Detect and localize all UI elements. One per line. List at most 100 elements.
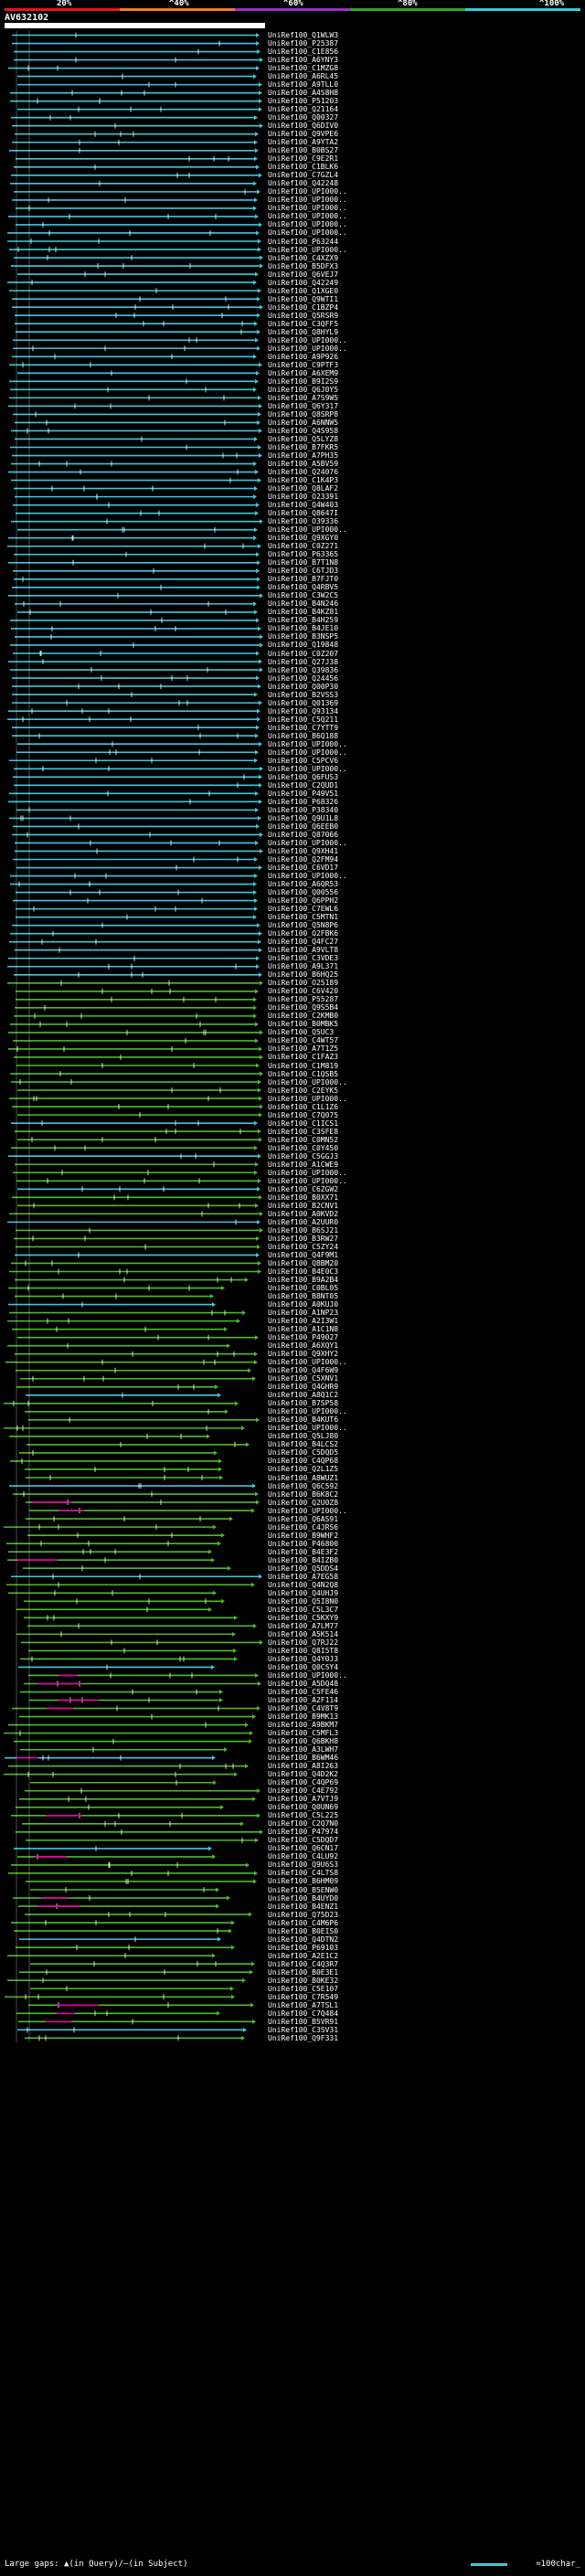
hit-label[interactable]: UniRef100_A2E1C2 bbox=[268, 1951, 339, 1960]
hit-label[interactable]: UniRef100_O25189 bbox=[268, 979, 339, 988]
hit-label[interactable]: UniRef100_UPI000.. bbox=[268, 872, 347, 881]
hit-label[interactable]: UniRef100_A6XEM9 bbox=[268, 368, 339, 377]
hit-label[interactable]: UniRef100_Q8I5T8 bbox=[268, 1646, 339, 1655]
hit-label[interactable]: UniRef100_B9WHF2 bbox=[268, 1531, 339, 1540]
hit-label[interactable]: UniRef100_C5GGJ3 bbox=[268, 1151, 339, 1161]
hit-label[interactable]: UniRef100_Q4F9M1 bbox=[268, 1250, 339, 1259]
hit-label[interactable]: UniRef100_Q4D2K2 bbox=[268, 1770, 339, 1779]
hit-label[interactable]: UniRef100_C1K4P3 bbox=[268, 476, 339, 485]
hit-label[interactable]: UniRef100_P69103 bbox=[268, 1943, 339, 1952]
hit-label[interactable]: UniRef100_A5BV59 bbox=[268, 460, 339, 469]
hit-label[interactable]: UniRef100_P51203 bbox=[268, 97, 339, 106]
hit-label[interactable]: UniRef100_Q4GHR9 bbox=[268, 1383, 339, 1392]
hit-label[interactable]: UniRef100_B2VSS3 bbox=[268, 690, 339, 699]
hit-label[interactable]: UniRef100_B4E3F2 bbox=[268, 1547, 339, 1556]
hit-label[interactable]: UniRef100_B6SJ21 bbox=[268, 1225, 339, 1235]
hit-label[interactable]: UniRef100_Q00327 bbox=[268, 113, 339, 122]
hit-label[interactable]: UniRef100_A1CWE9 bbox=[268, 1160, 339, 1169]
hit-label[interactable]: UniRef100_Q4F6W9 bbox=[268, 1366, 339, 1375]
hit-label[interactable]: UniRef100_C0Z271 bbox=[268, 542, 339, 551]
hit-label[interactable]: UniRef100_C4QP68 bbox=[268, 1457, 339, 1466]
hit-label[interactable]: UniRef100_Q6PPH2 bbox=[268, 896, 339, 906]
hit-label[interactable]: UniRef100_Q01369 bbox=[268, 698, 339, 707]
hit-label[interactable]: UniRef100_Q2FBK6 bbox=[268, 929, 339, 938]
hit-label[interactable]: UniRef100_P25387 bbox=[268, 39, 339, 48]
hit-label[interactable]: UniRef100_A6NNW5 bbox=[268, 418, 339, 427]
hit-label[interactable]: UniRef100_C3W2C5 bbox=[268, 591, 339, 600]
hit-label[interactable]: UniRef100_C6VD17 bbox=[268, 864, 339, 873]
hit-label[interactable]: UniRef100_Q19848 bbox=[268, 641, 339, 650]
hit-label[interactable]: UniRef100_C7EWL6 bbox=[268, 905, 339, 914]
hit-label[interactable]: UniRef100_A9VLT8 bbox=[268, 946, 339, 955]
hit-label[interactable]: UniRef100_A7S9W5 bbox=[268, 393, 339, 402]
hit-label[interactable]: UniRef100_Q6J0Y5 bbox=[268, 385, 339, 394]
hit-label[interactable]: UniRef100_B4UYD0 bbox=[268, 1893, 339, 1903]
hit-label[interactable]: UniRef100_Q9XGY0 bbox=[268, 534, 339, 543]
hit-label[interactable]: UniRef100_UPI000.. bbox=[268, 228, 347, 238]
hit-label[interactable]: UniRef100_C4Q3R7 bbox=[268, 1959, 339, 1968]
hit-label[interactable]: UniRef100_C5MFL3 bbox=[268, 1729, 339, 1738]
hit-label[interactable]: UniRef100_O39336 bbox=[268, 517, 339, 526]
hit-label[interactable]: UniRef100_C0MN52 bbox=[268, 1135, 339, 1144]
hit-label[interactable]: UniRef100_C6ZGW2 bbox=[268, 1184, 339, 1193]
hit-label[interactable]: UniRef100_C7YTT9 bbox=[268, 723, 339, 732]
hit-label[interactable]: UniRef100_A1C1N8 bbox=[268, 1325, 339, 1334]
hit-label[interactable]: UniRef100_UPI000.. bbox=[268, 1506, 347, 1515]
hit-label[interactable]: UniRef100_C0Z207 bbox=[268, 649, 339, 658]
hit-label[interactable]: UniRef100_P47974 bbox=[268, 1828, 339, 1837]
hit-label[interactable]: UniRef100_A7LM77 bbox=[268, 1621, 339, 1630]
hit-label[interactable]: UniRef100_B0KE32 bbox=[268, 1976, 339, 1985]
hit-label[interactable]: UniRef100_Q6CN17 bbox=[268, 1844, 339, 1853]
hit-label[interactable]: UniRef100_Q4N2Q8 bbox=[268, 1580, 339, 1589]
hit-label[interactable]: UniRef100_C4XZX9 bbox=[268, 253, 339, 262]
hit-label[interactable]: UniRef100_B0BS27 bbox=[268, 146, 339, 155]
hit-label[interactable]: UniRef100_Q4UHJ9 bbox=[268, 1588, 339, 1597]
hit-label[interactable]: UniRef100_C3SV31 bbox=[268, 2025, 339, 2034]
hit-label[interactable]: UniRef100_A7TSL1 bbox=[268, 2000, 339, 2009]
hit-label[interactable]: UniRef100_C1E856 bbox=[268, 48, 339, 57]
hit-label[interactable]: UniRef100_A8Q1C2 bbox=[268, 1391, 339, 1400]
hit-label[interactable]: UniRef100_Q2L1Z5 bbox=[268, 1465, 339, 1474]
hit-label[interactable]: UniRef100_B0E3E1 bbox=[268, 1967, 339, 1977]
hit-label[interactable]: UniRef100_Q27J38 bbox=[268, 657, 339, 666]
hit-label[interactable]: UniRef100_Q24456 bbox=[268, 673, 339, 683]
hit-label[interactable]: UniRef100_Q4Y0J3 bbox=[268, 1654, 339, 1663]
hit-label[interactable]: UniRef100_C2EYK5 bbox=[268, 1086, 339, 1095]
hit-label[interactable]: UniRef100_UPI000.. bbox=[268, 196, 347, 205]
hit-label[interactable]: UniRef100_C6V420 bbox=[268, 987, 339, 996]
hit-label[interactable]: UniRef100_B6Q188 bbox=[268, 731, 339, 740]
hit-label[interactable]: UniRef100_Q5LYZ8 bbox=[268, 434, 339, 443]
hit-label[interactable]: UniRef100_B4KZ81 bbox=[268, 608, 339, 617]
hit-label[interactable]: UniRef100_C4QP69 bbox=[268, 1778, 339, 1787]
hit-label[interactable]: UniRef100_Q5LJ80 bbox=[268, 1432, 339, 1441]
hit-label[interactable]: UniRef100_Q5UC3 bbox=[268, 1028, 335, 1037]
hit-label[interactable]: UniRef100_Q8LAF2 bbox=[268, 484, 339, 493]
hit-label[interactable]: UniRef100_C4LTS8 bbox=[268, 1869, 339, 1878]
hit-label[interactable]: UniRef100_UPI000.. bbox=[268, 1094, 347, 1103]
hit-label[interactable]: UniRef100_C3QFF5 bbox=[268, 319, 339, 328]
hit-label[interactable]: UniRef100_C9PTF3 bbox=[268, 360, 339, 369]
hit-label[interactable]: UniRef100_C4WT57 bbox=[268, 1036, 339, 1045]
hit-label[interactable]: UniRef100_UPI000.. bbox=[268, 739, 347, 748]
hit-label[interactable]: UniRef100_C5DQD7 bbox=[268, 1836, 339, 1845]
hit-label[interactable]: UniRef100_Q39836 bbox=[268, 665, 339, 674]
hit-label[interactable]: UniRef100_P49027 bbox=[268, 1333, 339, 1342]
hit-label[interactable]: UniRef100_A5DQ48 bbox=[268, 1680, 339, 1688]
hit-label[interactable]: UniRef100_UPI000.. bbox=[268, 747, 347, 757]
hit-label[interactable]: UniRef100_C4V8T9 bbox=[268, 1704, 339, 1713]
hit-label[interactable]: UniRef100_B5ENW0 bbox=[268, 1885, 339, 1894]
hit-label[interactable]: UniRef100_A7EG58 bbox=[268, 1572, 339, 1581]
hit-label[interactable]: UniRef100_Q8HYL9 bbox=[268, 327, 339, 336]
hit-label[interactable]: UniRef100_Q2U0Z8 bbox=[268, 1498, 339, 1507]
hit-label[interactable]: UniRef100_A3LWH7 bbox=[268, 1745, 339, 1754]
hit-label[interactable]: UniRef100_B4ENZ1 bbox=[268, 1902, 339, 1911]
hit-label[interactable]: UniRef100_Q93134 bbox=[268, 706, 339, 716]
hit-label[interactable]: UniRef100_B6K8C2 bbox=[268, 1489, 339, 1499]
hit-label[interactable]: UniRef100_UPI000.. bbox=[268, 335, 347, 345]
hit-label[interactable]: UniRef100_C1BLK6 bbox=[268, 163, 339, 172]
hit-label[interactable]: UniRef100_Q87066 bbox=[268, 830, 339, 839]
hit-label[interactable]: UniRef100_C5PCV6 bbox=[268, 756, 339, 765]
hit-label[interactable]: UniRef100_Q6C592 bbox=[268, 1481, 339, 1490]
hit-label[interactable]: UniRef100_A9YTA2 bbox=[268, 138, 339, 147]
hit-label[interactable]: UniRef100_UPI000.. bbox=[268, 212, 347, 221]
